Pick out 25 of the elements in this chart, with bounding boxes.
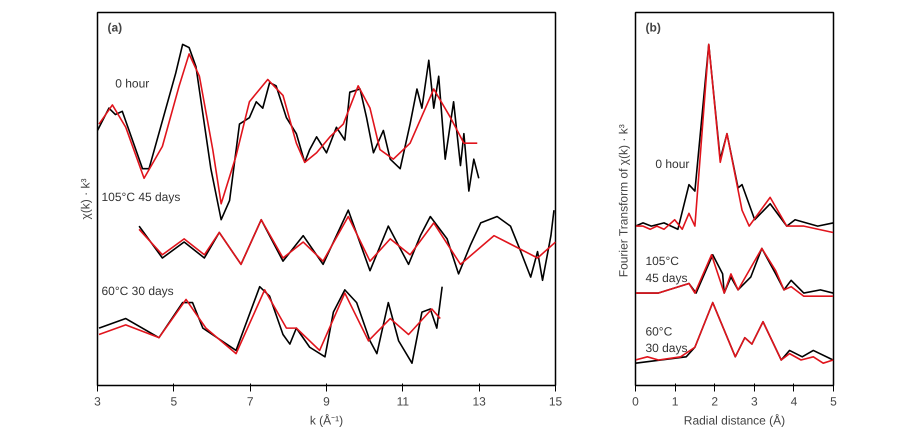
chart-title: (b) — [646, 20, 661, 34]
annotation: 0 hour — [655, 157, 690, 172]
chart-title: (a) — [108, 20, 122, 34]
x-tick-label: 9 — [323, 394, 330, 408]
x-tick-label: 11 — [396, 394, 410, 408]
x-tick-label: 5 — [170, 394, 178, 408]
x-tick-label: 1 — [672, 394, 679, 408]
x-axis-title: k (Å⁻¹) — [310, 414, 344, 428]
x-tick-label: 3 — [750, 394, 758, 408]
x-tick-label: 13 — [472, 394, 486, 408]
x-axis-title: Radial distance (Å) — [684, 414, 786, 428]
annotation: 105°C 45 days — [102, 190, 180, 204]
annotation: 105°C 45 days — [645, 254, 688, 286]
x-tick-label: 3 — [94, 394, 102, 408]
annotation: 60°C 30 days — [645, 324, 688, 356]
x-tick-label: 5 — [830, 394, 838, 408]
x-tick-label: 4 — [790, 394, 798, 408]
y-axis-title: Fourier Transform of χ(k) · k³ — [616, 124, 630, 278]
x-tick-label: 0 — [632, 394, 640, 408]
y-axis-title: χ(k) · k³ — [78, 178, 92, 220]
x-tick-label: 2 — [711, 394, 718, 408]
x-tick-label: 7 — [246, 394, 254, 408]
annotation: 0 hour — [115, 76, 150, 90]
annotation: 60°C 30 days — [102, 284, 174, 298]
x-tick-label: 15 — [548, 394, 562, 408]
